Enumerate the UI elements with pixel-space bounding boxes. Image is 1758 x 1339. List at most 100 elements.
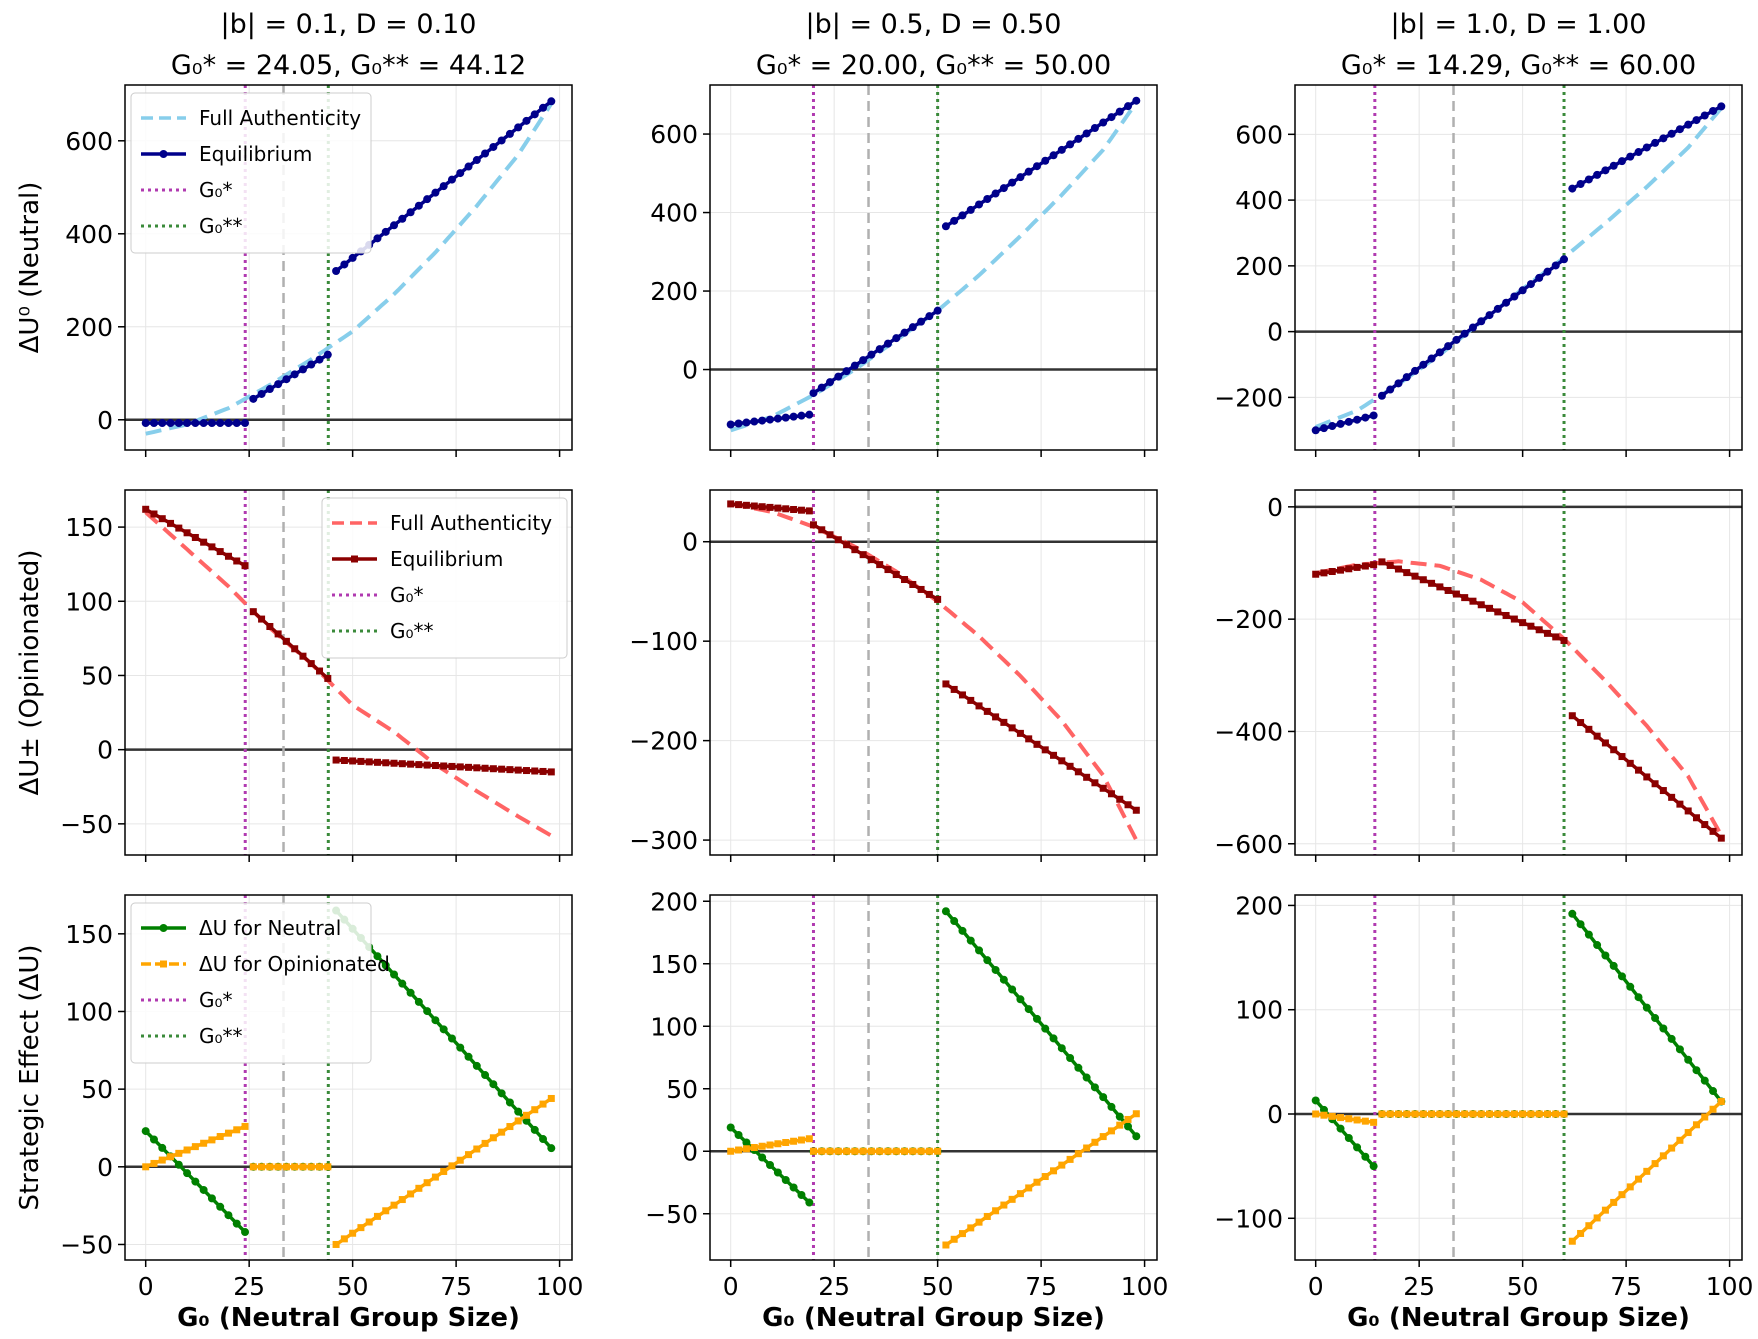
data-point (1502, 298, 1511, 307)
data-point (766, 415, 775, 424)
data-point (1469, 597, 1477, 605)
x-tick-label: 100 (1706, 1272, 1754, 1301)
data-point (1402, 373, 1411, 382)
data-point (1609, 161, 1618, 170)
data-point (191, 1177, 200, 1186)
data-point (992, 713, 1000, 721)
data-point (1116, 795, 1124, 803)
data-point (758, 416, 767, 425)
data-point (1057, 1044, 1066, 1053)
y-tick-label: 50 (81, 661, 113, 690)
data-point (782, 1139, 790, 1146)
data-point (249, 394, 258, 403)
y-tick-label: 600 (1235, 120, 1283, 149)
data-point (216, 419, 225, 428)
data-point (734, 419, 743, 428)
y-tick-label: 200 (65, 313, 113, 342)
data-point (1609, 961, 1618, 970)
data-point (249, 1163, 257, 1171)
data-point (892, 571, 900, 579)
data-point (1601, 166, 1610, 175)
axes-frame (1294, 84, 1743, 451)
data-point (547, 768, 555, 776)
data-point (1700, 1076, 1709, 1085)
full-authenticity-line (145, 102, 553, 436)
data-point (158, 1156, 166, 1164)
data-point (207, 1194, 216, 1203)
data-point (925, 590, 933, 598)
data-point (431, 1016, 440, 1025)
data-point (958, 926, 967, 935)
axes-frame (709, 894, 1158, 1261)
legend-box (130, 902, 372, 1064)
data-point (797, 506, 805, 514)
data-point (381, 227, 390, 236)
data-point (1124, 801, 1132, 809)
y-tick-label: 150 (650, 950, 698, 979)
data-point (224, 1211, 233, 1220)
y-tick-label: 200 (650, 277, 698, 306)
data-point (266, 623, 274, 631)
data-point (1568, 909, 1577, 918)
data-point (224, 1129, 232, 1137)
data-point (1568, 1237, 1576, 1245)
full-authenticity-line (730, 101, 1138, 433)
data-point (497, 1089, 506, 1098)
data-point (834, 1147, 842, 1155)
x-tick-label: 0 (723, 1272, 739, 1301)
data-point (758, 503, 766, 511)
data-point (1337, 1114, 1345, 1122)
data-point (1337, 566, 1345, 574)
data-point (950, 1235, 958, 1243)
subplot-title-line1: |b| = 0.5, D = 0.50 (806, 9, 1062, 40)
data-point (498, 765, 506, 773)
data-point (415, 761, 423, 769)
data-point (1692, 814, 1700, 822)
data-point (1684, 1055, 1693, 1064)
data-point (1394, 565, 1402, 573)
x-axis-label: G₀ (Neutral Group Size) (762, 1303, 1105, 1333)
legend-label: G₀** (199, 214, 243, 238)
data-point (1032, 1014, 1041, 1023)
data-point (1074, 1063, 1083, 1072)
data-point (1576, 180, 1585, 189)
data-point (216, 548, 224, 556)
data-point (382, 1207, 390, 1215)
data-point (1378, 1110, 1386, 1118)
data-point (1099, 1133, 1107, 1141)
data-point (975, 1218, 983, 1226)
legend-box (130, 92, 372, 254)
data-point (398, 214, 407, 223)
subplot-r0c2: −200 0 200 400 600 (1214, 84, 1743, 457)
data-point (892, 334, 901, 343)
data-point (1320, 569, 1328, 577)
data-point (340, 1235, 348, 1243)
data-point (1452, 335, 1461, 344)
data-point (539, 767, 547, 775)
data-point (782, 505, 790, 513)
data-point (373, 1212, 381, 1220)
data-point (1626, 152, 1635, 161)
data-point (232, 1219, 241, 1228)
data-point (805, 507, 813, 515)
data-point (365, 1218, 373, 1226)
data-point (790, 505, 798, 513)
data-point (514, 123, 523, 132)
y-tick-label: 600 (65, 127, 113, 156)
legend-marker (160, 960, 167, 968)
data-point (843, 1147, 851, 1155)
legend-label: ΔU for Opinionated (199, 952, 390, 976)
data-point (431, 188, 440, 197)
y-tick-label: 200 (650, 887, 698, 916)
data-point (773, 1168, 782, 1177)
data-point (233, 557, 241, 565)
legend-marker (159, 924, 168, 932)
data-point (1510, 292, 1519, 301)
data-point (1377, 391, 1386, 400)
data-point (983, 956, 992, 965)
data-point (249, 608, 257, 616)
data-point (1115, 1112, 1124, 1121)
data-point (1651, 1160, 1659, 1168)
data-point (1115, 107, 1124, 116)
data-point (1033, 740, 1041, 748)
